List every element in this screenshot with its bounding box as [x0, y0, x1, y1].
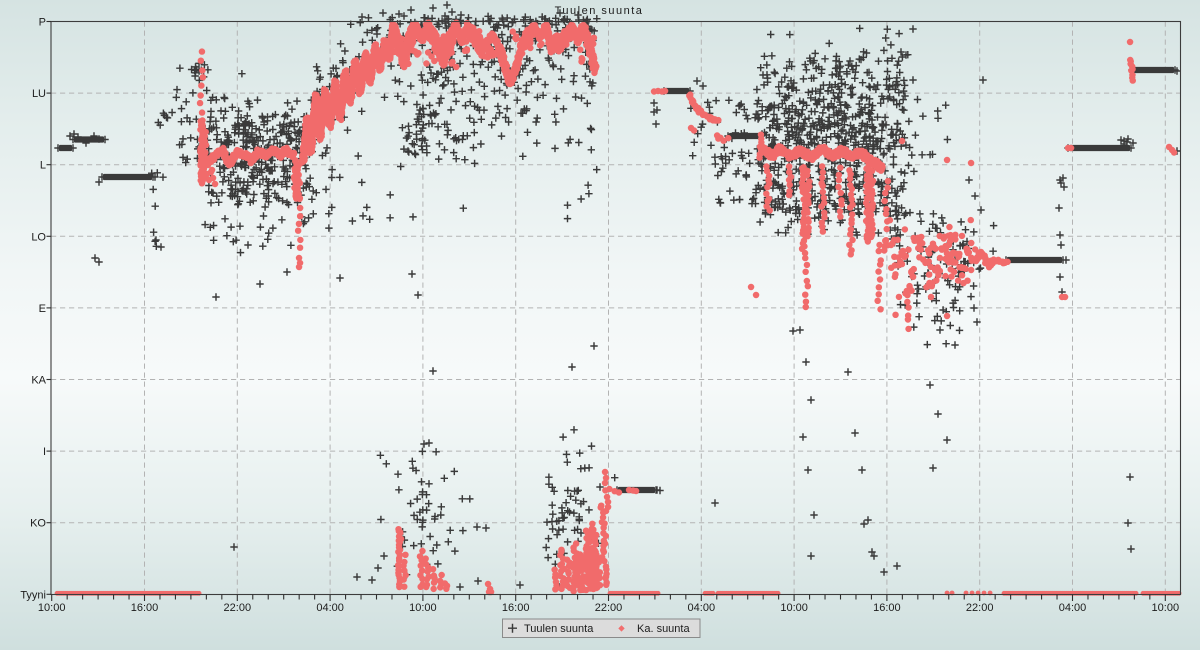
svg-text:Tuulen suunta: Tuulen suunta — [524, 623, 594, 635]
svg-text:Tuulen suunta: Tuulen suunta — [555, 5, 644, 17]
svg-text:L: L — [40, 160, 46, 172]
svg-text:16:00: 16:00 — [502, 602, 530, 614]
svg-text:22:00: 22:00 — [966, 602, 994, 614]
svg-text:I: I — [43, 446, 46, 458]
svg-text:22:00: 22:00 — [224, 602, 252, 614]
svg-text:22:00: 22:00 — [595, 602, 623, 614]
svg-text:Tyyni: Tyyni — [20, 589, 46, 601]
svg-text:16:00: 16:00 — [131, 602, 159, 614]
svg-text:KA: KA — [31, 375, 46, 387]
svg-text:10:00: 10:00 — [1152, 602, 1180, 614]
svg-text:10:00: 10:00 — [780, 602, 808, 614]
svg-text:E: E — [39, 303, 46, 315]
svg-text:04:00: 04:00 — [1059, 602, 1087, 614]
svg-text:P: P — [39, 17, 46, 29]
svg-text:04:00: 04:00 — [316, 602, 344, 614]
svg-text:10:00: 10:00 — [38, 602, 66, 614]
svg-text:LO: LO — [31, 231, 46, 243]
svg-text:10:00: 10:00 — [409, 602, 437, 614]
svg-text:Ka. suunta: Ka. suunta — [637, 623, 690, 635]
svg-text:04:00: 04:00 — [688, 602, 716, 614]
svg-text:LU: LU — [32, 88, 46, 100]
svg-text:16:00: 16:00 — [873, 602, 901, 614]
svg-text:KO: KO — [30, 518, 46, 530]
